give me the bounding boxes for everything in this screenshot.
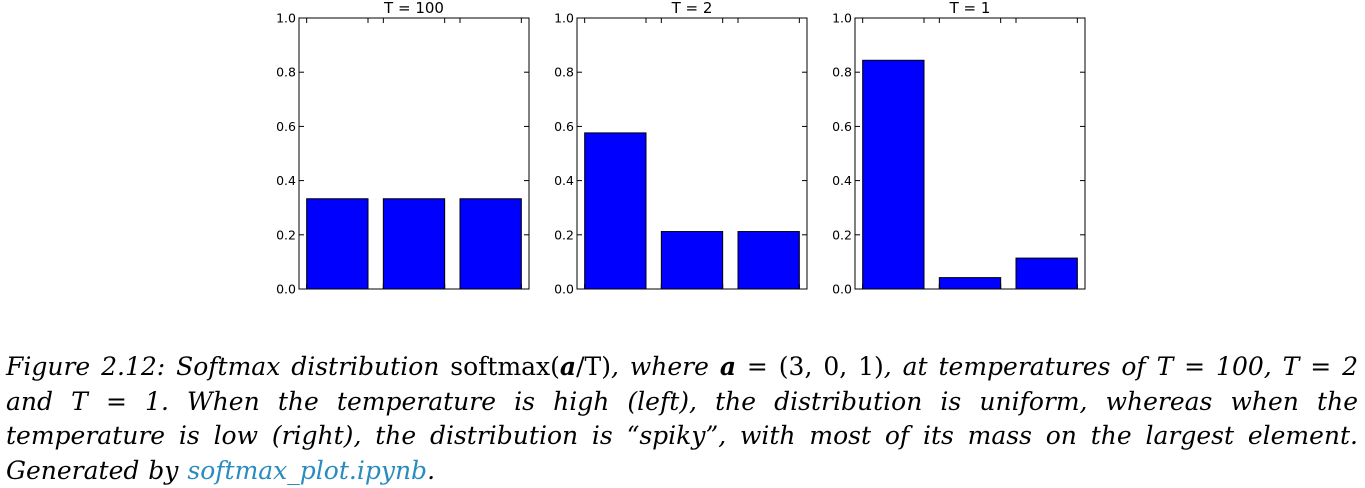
bar-0 xyxy=(306,198,369,290)
bar-0 xyxy=(862,59,925,290)
figure-label: Figure 2.12: xyxy=(6,352,166,381)
softmax-function: softmax(a/T) xyxy=(450,352,611,381)
y-tick-label: 0.2 xyxy=(554,227,574,242)
y-tick-label: 0.2 xyxy=(832,227,852,242)
bar-2 xyxy=(1015,257,1078,290)
y-tick-label: 0.2 xyxy=(276,227,296,242)
y-tick-label: 0.4 xyxy=(276,173,296,188)
y-tick-label: 0.0 xyxy=(554,282,574,297)
y-tick-label: 0.0 xyxy=(832,282,852,297)
notebook-link[interactable]: softmax_plot.ipynb xyxy=(187,455,428,485)
y-tick-label: 0.8 xyxy=(832,65,852,80)
bar-charts-figure: 0.0 0.2 0.4 0.6 0.8 1.0 T = 100 0.0 0.2 0.4 0.6 0.8… xyxy=(276,0,1086,297)
vector-a: a xyxy=(719,352,737,381)
axes-frame xyxy=(576,17,808,290)
bar-1 xyxy=(660,231,724,290)
y-tick-label: 0.6 xyxy=(276,119,296,134)
y-tick-label: 1.0 xyxy=(276,11,296,26)
y-tick-label: 1.0 xyxy=(554,11,574,26)
y-tick-label: 0.4 xyxy=(832,173,852,188)
chart-panel-1: 0.0 0.2 0.4 0.6 0.8 1.0 T = 100 xyxy=(276,0,530,297)
bar-1 xyxy=(938,277,1002,290)
y-tick-label: 0.4 xyxy=(554,173,574,188)
chart-panel-2: 0.0 0.2 0.4 0.6 0.8 1.0 T = 2 xyxy=(554,0,808,297)
axes-frame xyxy=(854,17,1086,290)
chart-title: T = 2 xyxy=(671,0,713,17)
y-tick-label: 0.6 xyxy=(832,119,852,134)
y-tick-label: 0.8 xyxy=(554,65,574,80)
y-tick-label: 0.0 xyxy=(276,282,296,297)
chart-title: T = 100 xyxy=(383,0,444,17)
y-tick-label: 0.6 xyxy=(554,119,574,134)
bar-0 xyxy=(584,132,647,290)
figure-caption: Figure 2.12: Softmax distribution softma… xyxy=(6,352,1358,485)
chart-title: T = 1 xyxy=(949,0,991,17)
axes-frame xyxy=(298,17,530,290)
y-tick-label: 1.0 xyxy=(832,11,852,26)
bar-2 xyxy=(459,198,522,290)
bar-2 xyxy=(737,231,800,290)
chart-panel-3: 0.0 0.2 0.4 0.6 0.8 1.0 T = 1 xyxy=(832,0,1086,297)
temperature-values: T = 100, T = 2 xyxy=(1156,352,1358,381)
bar-1 xyxy=(382,198,446,290)
y-tick-label: 0.8 xyxy=(276,65,296,80)
